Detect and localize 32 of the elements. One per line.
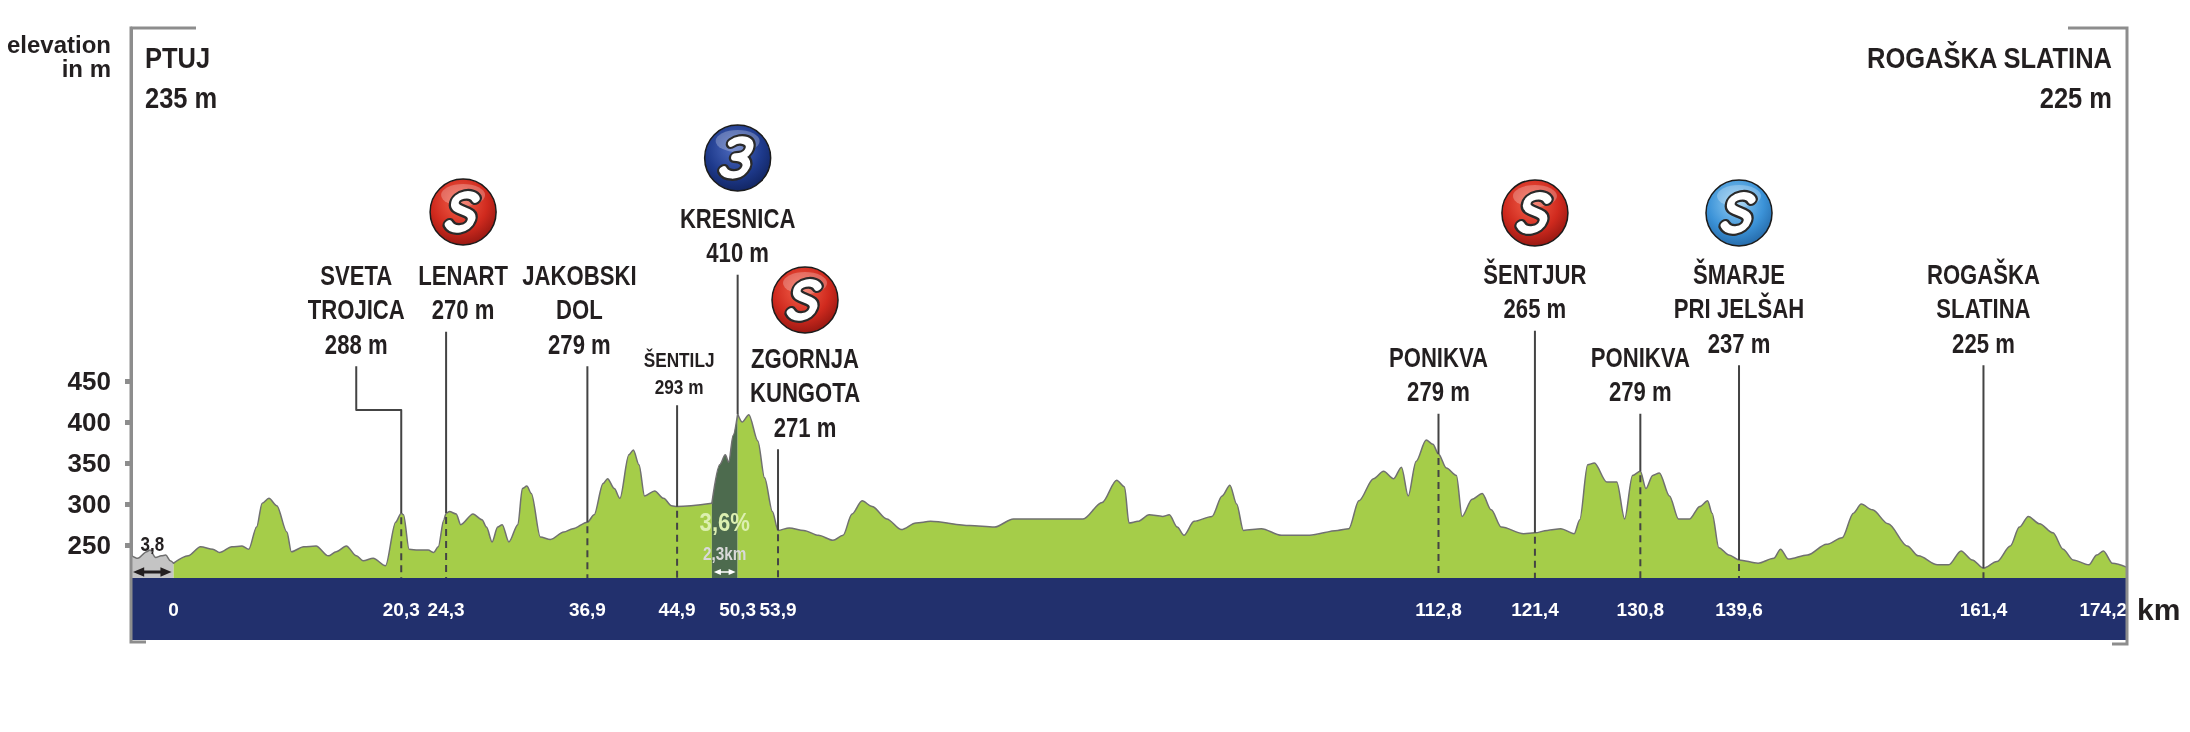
y-tick-label: 450 [67, 365, 111, 396]
y-tick-label: 300 [67, 489, 111, 520]
x-tick-label: 24,3 [427, 598, 465, 620]
x-axis-title: km [2137, 592, 2181, 626]
x-tick-label: 50,3 [719, 598, 757, 620]
annotation: KRESNICA 410 m [679, 203, 796, 268]
annotation: ŠENTJUR 265 m [1483, 259, 1587, 324]
y-tick-label: 400 [67, 407, 111, 438]
x-tick-label: 0 [168, 598, 179, 620]
annotation: LENART 270 m [418, 260, 508, 325]
y-axis-title: elevation in m [6, 30, 111, 82]
y-tick-label: 350 [67, 448, 111, 479]
annotation: JAKOBSKI DOL 279 m [522, 260, 637, 359]
x-tick-label: 112,8 [1415, 598, 1462, 620]
x-tick-label: 53,9 [759, 598, 797, 620]
x-tick-label: 36,9 [568, 598, 606, 620]
annotation: 3,8 [140, 531, 165, 555]
x-tick-label: 130,8 [1616, 598, 1665, 620]
x-tick-label: 44,9 [658, 598, 696, 620]
annotation: ŠENTILJ 293 m [643, 347, 715, 398]
annotation: ROGAŠKA SLATINA 225 m [1867, 39, 2112, 114]
annotation: PTUJ 235 m [145, 40, 218, 114]
annotation: ZGORNJA KUNGOTA 271 m [749, 343, 861, 442]
x-tick-label: 174,2 [2079, 598, 2127, 620]
x-tick-label: 161,4 [1959, 598, 2008, 620]
annotation: SVETA TROJICA 288 m [307, 260, 405, 359]
annotation: PONIKVA 279 m [1388, 342, 1489, 407]
x-tick-label: 139,6 [1715, 598, 1763, 620]
annotation: ROGAŠKA SLATINA 225 m [1926, 259, 2041, 358]
x-tick-label: 121,4 [1511, 598, 1560, 620]
x-tick-label: 20,3 [382, 598, 420, 620]
y-tick-label: 250 [67, 530, 111, 561]
